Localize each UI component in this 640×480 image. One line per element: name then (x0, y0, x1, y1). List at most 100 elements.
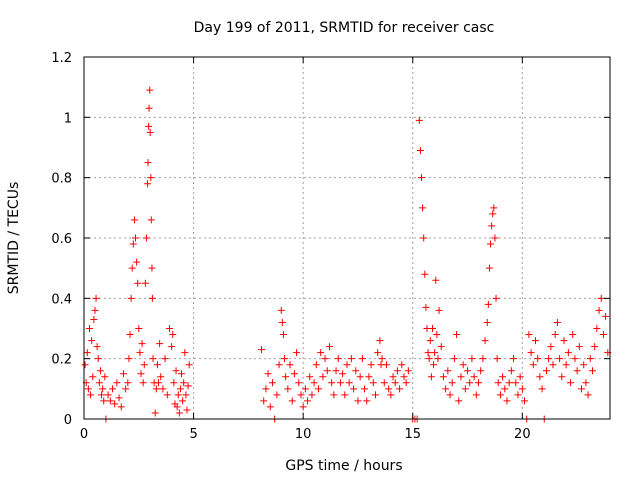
data-point (380, 379, 388, 387)
data-point (398, 361, 406, 369)
data-point (297, 391, 305, 399)
data-point (464, 367, 472, 375)
data-point (420, 234, 428, 242)
data-point (144, 180, 152, 188)
data-point (534, 355, 542, 363)
data-point (142, 234, 150, 242)
data-point (459, 361, 467, 369)
data-point (580, 361, 588, 369)
data-point (466, 379, 474, 387)
data-point (328, 379, 336, 387)
data-point (111, 400, 119, 408)
data-point (382, 361, 390, 369)
y-tick-label: 0.2 (51, 353, 72, 368)
data-point (470, 373, 478, 381)
x-tick-label: 20 (514, 427, 531, 442)
data-point (514, 391, 522, 399)
data-point (278, 318, 286, 326)
data-point (310, 379, 318, 387)
data-point (119, 370, 127, 378)
data-point (262, 385, 270, 393)
data-point (345, 379, 353, 387)
y-tick-label: 1.2 (51, 51, 72, 66)
data-point (512, 379, 520, 387)
data-point (85, 325, 93, 332)
data-point (584, 391, 592, 399)
data-point (290, 370, 298, 378)
data-point (468, 355, 476, 363)
grid (84, 57, 610, 419)
data-point (457, 373, 465, 381)
data-point (418, 174, 426, 182)
data-point (100, 397, 108, 405)
data-point (448, 379, 456, 387)
data-point (169, 331, 177, 339)
data-point (127, 294, 135, 302)
data-point (575, 343, 583, 351)
data-point (551, 331, 559, 339)
data-point (518, 385, 526, 393)
data-point (558, 373, 566, 381)
data-point (501, 385, 509, 393)
data-point (374, 349, 382, 357)
data-point (400, 373, 408, 381)
data-point (157, 373, 165, 381)
data-point (444, 367, 452, 375)
data-point (361, 385, 369, 393)
data-point (306, 373, 314, 381)
data-point (295, 379, 303, 387)
x-tick-label: 0 (80, 427, 88, 442)
data-point (153, 361, 161, 369)
data-point (339, 370, 347, 378)
data-point (542, 367, 550, 375)
data-point (148, 264, 156, 272)
data-point (264, 370, 272, 378)
data-point (569, 331, 577, 339)
data-point (325, 343, 333, 351)
data-point (402, 379, 410, 387)
data-point (163, 391, 171, 399)
data-point (93, 343, 101, 351)
data-point (184, 382, 192, 390)
y-axis-ticks: 0 0.2 0.4 0.6 0.8 1 1.2 (51, 51, 610, 428)
data-point (446, 391, 454, 399)
data-point (129, 240, 137, 248)
data-point (536, 373, 544, 381)
data-point (180, 379, 188, 387)
data-point (113, 379, 121, 387)
data-point (173, 403, 181, 411)
x-tick-label: 5 (189, 427, 197, 442)
data-point (376, 337, 384, 345)
data-point (356, 373, 364, 381)
data-point (477, 367, 485, 375)
data-point (365, 373, 373, 381)
data-point (284, 385, 292, 393)
data-point (492, 294, 500, 302)
data-point (152, 385, 160, 393)
data-point (363, 397, 371, 405)
x-axis-ticks: 0 5 10 15 20 (80, 57, 531, 442)
data-point (545, 355, 553, 363)
data-point (159, 385, 167, 393)
x-tick-label: 10 (295, 427, 312, 442)
data-point (538, 385, 546, 393)
y-tick-label: 0.8 (51, 172, 72, 187)
data-point (176, 385, 184, 393)
data-point (273, 391, 281, 399)
data-point (148, 294, 156, 302)
data-point (147, 216, 155, 224)
data-point (155, 379, 163, 387)
data-point (404, 367, 412, 375)
data-point (182, 391, 190, 399)
data-point (475, 379, 482, 387)
data-point (308, 391, 316, 399)
data-point (425, 355, 433, 363)
data-point (437, 343, 445, 351)
data-point (98, 391, 106, 399)
data-point (485, 264, 493, 272)
data-point (137, 370, 145, 378)
data-point (516, 373, 524, 381)
data-point (419, 204, 427, 212)
data-point (490, 204, 498, 212)
data-point (484, 300, 492, 308)
